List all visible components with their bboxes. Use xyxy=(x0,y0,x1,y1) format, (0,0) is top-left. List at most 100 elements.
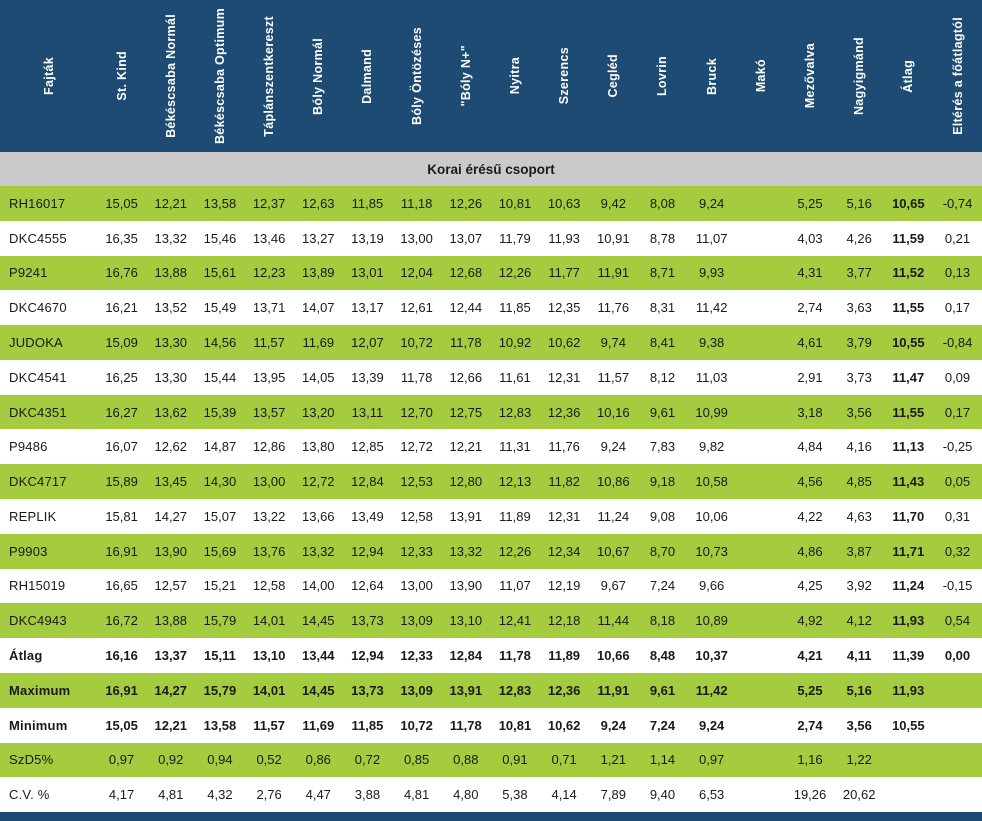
table-cell: 13,20 xyxy=(302,404,335,420)
table-row: Átlag 16,16 13,37 15,11 13,10 13,44 12,94 12,33… xyxy=(0,638,982,673)
table-cell: 12,63 xyxy=(302,195,335,211)
table-cell: 12,18 xyxy=(547,613,581,629)
table-row: P9903 16,91 13,90 15,69 13,76 13,32 12,94 12,33… xyxy=(0,533,982,569)
row-label: JUDOKA xyxy=(9,335,63,351)
table-cell: 4,22 xyxy=(797,508,823,524)
table-cell: 14,01 xyxy=(252,613,286,629)
table-cell: 9,82 xyxy=(698,439,725,455)
table-cell: 13,39 xyxy=(351,369,384,385)
table-cell: 13,32 xyxy=(302,543,335,559)
table-cell: 11,77 xyxy=(548,265,580,281)
table-cell: 3,63 xyxy=(846,300,872,316)
table-cell: 12,21 xyxy=(449,439,483,455)
table-cell: 10,62 xyxy=(547,717,581,733)
table-cell: 3,92 xyxy=(846,578,872,594)
table-cell: 11,31 xyxy=(499,439,531,455)
table-cell: 12,21 xyxy=(154,717,188,733)
table-cell: 4,32 xyxy=(207,787,233,803)
column-header-label: Bóly Öntözéses xyxy=(409,27,424,125)
column-header-8: "Bóly N+" xyxy=(441,0,490,152)
table-cell: 8,18 xyxy=(649,613,676,629)
table-cell: 13,89 xyxy=(302,265,335,281)
table-cell: 15,89 xyxy=(105,474,138,490)
table-cell: 14,87 xyxy=(203,439,237,455)
table-cell: 0,00 xyxy=(944,648,971,664)
table-cell: 15,05 xyxy=(105,717,138,733)
table-cell: 15,44 xyxy=(203,369,237,385)
table-cell: 9,66 xyxy=(698,578,725,594)
table-cell: 13,44 xyxy=(302,648,335,664)
table-cell: 12,94 xyxy=(351,543,384,559)
table-cell: 13,57 xyxy=(252,404,286,420)
table-cell: 12,33 xyxy=(400,543,433,559)
row-label: P9903 xyxy=(9,543,48,559)
column-header-11: Cegléd xyxy=(589,0,638,152)
table-cell: 20,62 xyxy=(842,787,876,803)
table-cell: 0,94 xyxy=(207,752,233,768)
column-header-label: Mezővalva xyxy=(802,43,817,109)
table-row: DKC4943 16,72 13,88 15,79 14,01 14,45 13,73 13,… xyxy=(0,603,982,639)
table-cell: 11,57 xyxy=(597,369,630,385)
column-header-5: Bóly Normál xyxy=(294,0,343,152)
table-cell: 12,70 xyxy=(400,404,433,420)
table-cell: 9,74 xyxy=(600,335,626,351)
table-cell: -0,84 xyxy=(942,335,973,351)
table-cell: 0,31 xyxy=(944,508,971,524)
table-cell: 15,21 xyxy=(203,578,237,594)
table-cell: 4,81 xyxy=(403,787,430,803)
table-cell: 12,83 xyxy=(498,682,532,698)
table-cell: 11,13 xyxy=(892,439,925,455)
table-cell: 13,19 xyxy=(351,230,384,246)
table-cell: 12,80 xyxy=(449,474,483,490)
row-label: REPLIK xyxy=(9,508,57,524)
table-cell: 9,93 xyxy=(698,265,725,281)
table-cell: 16,91 xyxy=(105,682,138,698)
table-cell: 11,89 xyxy=(548,648,581,664)
table-cell: 15,07 xyxy=(203,508,237,524)
table-cell: 4,12 xyxy=(846,613,872,629)
row-label: DKC4670 xyxy=(9,300,67,316)
table-cell: 11,24 xyxy=(597,508,630,524)
table-cell: 3,87 xyxy=(846,543,872,559)
table-cell: 13,00 xyxy=(400,230,433,246)
column-header-4: Táplánszentkereszt xyxy=(245,0,294,152)
table-cell: 3,88 xyxy=(354,787,381,803)
table-row: RH15019 16,65 12,57 15,21 12,58 14,00 12,64 13,… xyxy=(0,569,982,604)
table-cell: 11,70 xyxy=(892,508,925,524)
table-cell: 0,72 xyxy=(354,752,381,768)
table-cell: 5,16 xyxy=(846,682,872,698)
table-header-row: Fajták St. Kind Békéscsaba Normál Békéscsab… xyxy=(0,0,982,152)
table-cell: 4,80 xyxy=(453,787,479,803)
table-cell: 9,24 xyxy=(600,717,626,733)
table-cell: 2,76 xyxy=(256,787,282,803)
column-header-2: Békéscsaba Normál xyxy=(146,0,195,152)
table-cell: 8,70 xyxy=(649,543,676,559)
table-cell: 13,00 xyxy=(252,474,286,490)
table-cell: 4,84 xyxy=(797,439,823,455)
table-cell: 9,61 xyxy=(649,404,676,420)
table-cell: 0,85 xyxy=(403,752,430,768)
row-label: DKC4351 xyxy=(9,404,67,420)
table-cell: 0,91 xyxy=(502,752,528,768)
table-cell: 4,92 xyxy=(797,613,823,629)
table-cell: 0,13 xyxy=(944,265,971,281)
table-cell: 13,95 xyxy=(252,369,286,385)
table-cell: 11,89 xyxy=(499,508,531,524)
table-cell: 9,40 xyxy=(649,787,676,803)
table-cell: 3,77 xyxy=(846,265,872,281)
table-cell: 1,14 xyxy=(649,752,676,768)
table-cell: 12,35 xyxy=(547,300,581,316)
table-cell: 10,86 xyxy=(597,474,630,490)
table-cell: 12,66 xyxy=(449,369,483,385)
table-cell: 11,42 xyxy=(695,682,728,698)
table-cell: 13,01 xyxy=(351,265,384,281)
table-cell: 16,76 xyxy=(105,265,138,281)
column-header-17: Átlag xyxy=(884,0,933,152)
table-cell: 7,24 xyxy=(649,717,676,733)
table-cell: 11,55 xyxy=(892,404,925,420)
column-header-label: Nagyigmánd xyxy=(852,36,867,115)
table-cell: 12,26 xyxy=(498,265,532,281)
table-cell: 12,58 xyxy=(252,578,286,594)
table-cell: 13,17 xyxy=(351,300,384,316)
table-cell: 0,17 xyxy=(944,300,971,316)
